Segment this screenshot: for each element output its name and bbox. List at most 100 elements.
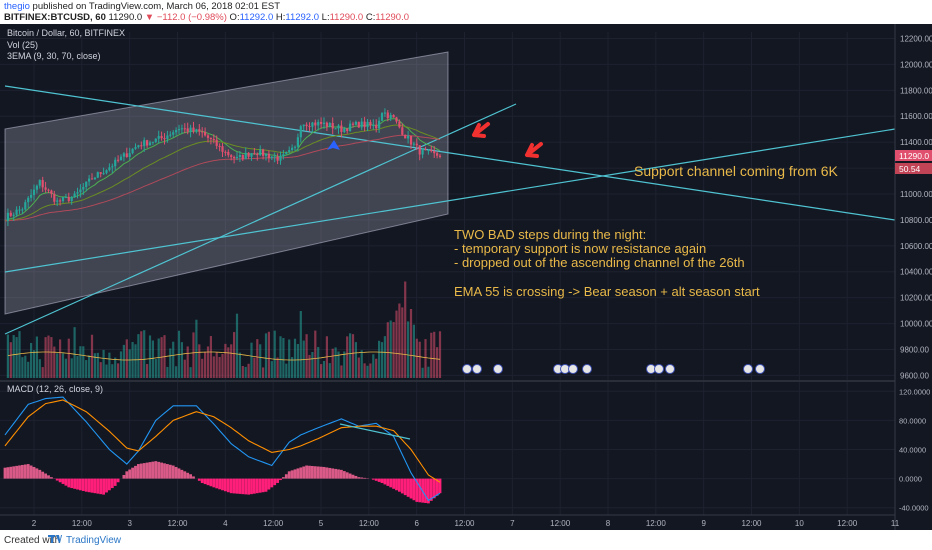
candle: [125, 153, 128, 157]
event-marker[interactable]: [654, 364, 664, 374]
volume-bar: [35, 336, 38, 378]
volume-bar: [296, 344, 299, 378]
candle: [262, 149, 265, 156]
event-marker[interactable]: [582, 364, 592, 374]
volume-bar: [189, 367, 192, 378]
candle: [15, 209, 18, 215]
macd-histogram-bar: [212, 478, 216, 488]
candle: [88, 178, 91, 182]
macd-histogram-bar: [96, 478, 100, 494]
volume-bar: [90, 334, 94, 378]
event-marker[interactable]: [665, 364, 675, 374]
macd-histogram-bar: [253, 478, 256, 494]
macd-histogram-bar: [383, 478, 387, 485]
macd-histogram-bar: [122, 474, 126, 479]
event-marker[interactable]: [493, 364, 503, 374]
macd-histogram-bar: [142, 463, 146, 479]
macd-histogram-bar: [203, 478, 207, 485]
candle: [398, 121, 401, 128]
candle: [259, 149, 262, 156]
tradingview-link[interactable]: TradingView: [66, 535, 122, 546]
volume-bar: [279, 336, 282, 378]
volume-label: 50.54: [899, 164, 921, 174]
candle: [299, 126, 302, 138]
indicator-volume-label: Vol (25): [7, 40, 38, 50]
candle: [224, 151, 227, 153]
event-marker[interactable]: [462, 364, 472, 374]
candle: [102, 173, 105, 175]
time-tick-label: 2: [32, 519, 37, 528]
candle: [340, 125, 343, 132]
volume-bar: [137, 334, 140, 378]
volume-bar: [334, 347, 337, 378]
macd-histogram-bar: [125, 471, 129, 479]
macd-histogram-bar: [134, 465, 137, 479]
event-marker[interactable]: [743, 364, 753, 374]
volume-bar: [264, 333, 268, 378]
price-tick-label: 10800.00: [900, 216, 932, 225]
time-tick-label: 12:00: [454, 519, 475, 528]
time-tick-label: 3: [127, 519, 132, 528]
candle: [436, 153, 439, 156]
candle: [108, 167, 111, 171]
candle: [264, 153, 268, 156]
candle: [163, 138, 166, 140]
time-tick-label: 9: [701, 519, 706, 528]
event-marker[interactable]: [755, 364, 765, 374]
price-tick-label: 11600.00: [900, 112, 932, 121]
macd-histogram-bar: [284, 474, 288, 479]
macd-histogram-bar: [438, 478, 442, 494]
macd-axis[interactable]: 120.0000 80.0000 40.0000 0.0000 -40.0000: [899, 387, 930, 512]
macd-divergence-line: [339, 423, 411, 440]
volume-bar: [415, 338, 418, 378]
time-axis[interactable]: 2 12:00 3 12:00 4 12:00 5 12:00 6 12:00 7 12:00 8 12:…: [32, 519, 900, 528]
candle: [328, 123, 331, 127]
candle: [363, 121, 366, 128]
volume-bar: [85, 360, 88, 378]
price-chart[interactable]: Support channel coming from 6K TWO BAD s…: [0, 24, 932, 530]
candle: [198, 129, 201, 132]
macd-histogram-bar: [279, 478, 282, 481]
candle: [67, 196, 70, 201]
volume-bar: [340, 365, 343, 378]
event-marker[interactable]: [472, 364, 482, 374]
macd-histogram-bar: [311, 465, 314, 479]
event-markers[interactable]: [462, 364, 765, 374]
event-marker[interactable]: [568, 364, 578, 374]
volume-bar: [398, 303, 401, 378]
candle: [354, 121, 357, 125]
time-tick-label: 12:00: [263, 519, 284, 528]
candle: [343, 128, 346, 132]
candle: [192, 127, 195, 132]
time-tick-label: 7: [510, 519, 515, 528]
macd-histogram-bar: [261, 478, 265, 493]
candle: [38, 180, 41, 186]
macd-histogram-bar: [264, 478, 268, 492]
volume-bar: [314, 330, 317, 378]
volume-bar: [233, 332, 236, 378]
volume-bar: [378, 340, 381, 378]
volume-bar: [282, 337, 285, 378]
volume-bar: [183, 359, 186, 378]
candle: [256, 153, 259, 156]
symbol-line: BITFINEX:BTCUSD, 60 11290.0 ▼ −112.0 (−0…: [4, 12, 409, 23]
candle: [114, 159, 117, 167]
volume-bar: [64, 358, 67, 378]
volume-bar: [293, 338, 297, 378]
volume-bar: [32, 350, 36, 378]
volume-bar: [15, 337, 18, 378]
price-tick-label: 9600.00: [900, 371, 929, 380]
blue-arrow-annotation: [327, 140, 340, 150]
macd-histogram-bar: [9, 466, 13, 479]
volume-bar: [96, 352, 99, 378]
volume-bar: [56, 353, 59, 378]
macd-label: MACD (12, 26, close, 9): [7, 384, 103, 394]
author-link[interactable]: thegio: [4, 1, 30, 12]
macd-histogram-bar: [197, 478, 201, 481]
macd-histogram-bar: [427, 478, 430, 504]
time-tick-label: 12:00: [167, 519, 188, 528]
macd-histogram-bar: [174, 466, 178, 479]
ohlc-close: 11290.0: [375, 12, 409, 23]
candle: [186, 128, 189, 132]
candle: [392, 114, 395, 118]
